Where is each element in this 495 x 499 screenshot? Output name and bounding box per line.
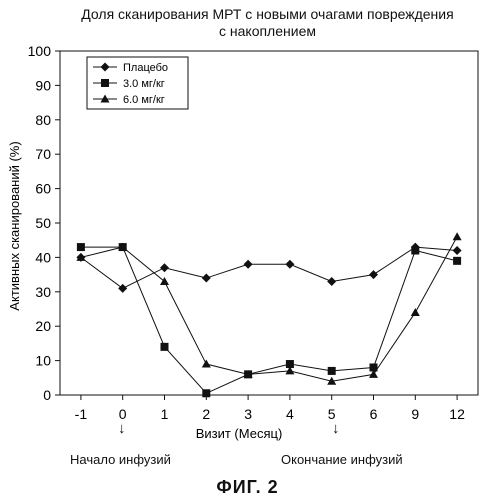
data-point-diamond [118,283,128,293]
y-tick-label: 100 [28,43,52,59]
chart-title-line-2: с накоплением [219,23,316,39]
legend-label: 3.0 мг/кг [123,78,165,90]
legend-marker-triangle [100,94,110,103]
data-point-triangle [285,366,295,375]
data-point-square [411,246,420,255]
series-triangle [76,232,462,385]
y-tick-label: 80 [35,112,51,128]
x-tick-label: 1 [161,406,169,422]
data-point-triangle [243,369,253,378]
data-point-square [327,366,336,375]
data-point-square [369,363,378,372]
data-point-diamond [327,276,337,286]
x-tick-label: 0 [119,406,127,422]
data-point-square [76,243,85,252]
data-point-diamond [369,270,378,280]
legend-marker-diamond [100,62,110,72]
chart-legend: Плацебо 3.0 мг/кг 6.0 мг/кг [86,56,189,110]
x-tick-label: 5 [328,406,336,422]
series-line-triangle [80,236,458,382]
infusion-end-note: Окончание инфузий [281,452,403,467]
chart-title-line-1: Доля сканирования МРТ с новыми очагами п… [81,6,454,22]
y-tick-label: 10 [35,353,51,369]
x-tick-label: 9 [411,406,419,422]
x-tick-label: 3 [244,406,252,422]
y-tick-label: 20 [35,318,51,334]
x-tick-label: 12 [449,406,465,422]
y-axis-label: Активных сканирований (%) [7,141,22,310]
start-arrow-icon: ↓ [118,420,126,437]
y-tick-label: 90 [35,77,51,93]
data-point-diamond [285,259,295,269]
y-tick-label: 0 [43,387,51,403]
y-tick-label: 60 [35,181,51,197]
data-point-triangle [76,252,86,261]
series-line-square [80,246,458,394]
data-point-diamond [201,273,211,283]
y-tick-label: 30 [35,284,51,300]
x-tick-label: 4 [286,406,294,422]
data-point-triangle [327,376,337,385]
data-point-diamond [452,246,462,256]
series-layer [76,232,462,398]
series-square [76,243,462,398]
data-point-triangle [160,276,169,285]
y-tick-label: 40 [35,249,51,265]
data-point-triangle [118,242,128,251]
x-tick-label: -1 [75,406,88,422]
x-tick-label: 6 [370,406,378,422]
x-tick-label: 2 [202,406,210,422]
y-tick-label: 70 [35,146,51,162]
y-tick-label: 50 [35,215,51,231]
x-axis-label: Визит (Месяц) [196,426,283,441]
data-point-square [202,389,211,398]
data-point-square [160,342,169,351]
data-point-square [285,360,294,369]
legend-marker-square [101,79,109,87]
data-point-square [453,256,462,265]
figure-caption: ФИГ. 2 [216,477,279,497]
data-point-triangle [410,307,420,316]
data-point-diamond [160,263,169,273]
data-point-triangle [369,369,378,378]
legend-label: Плацебо [123,62,168,74]
end-arrow-icon: ↓ [332,420,340,437]
data-point-triangle [452,232,462,241]
legend-label: 6.0 мг/кг [123,94,165,106]
data-point-triangle [201,359,211,368]
series-line-diamond [80,246,458,289]
infusion-start-note: Начало инфузий [70,452,171,467]
chart-title: Доля сканирования МРТ с новыми очагами п… [40,6,495,40]
series-diamond [76,242,462,293]
data-point-diamond [243,259,253,269]
